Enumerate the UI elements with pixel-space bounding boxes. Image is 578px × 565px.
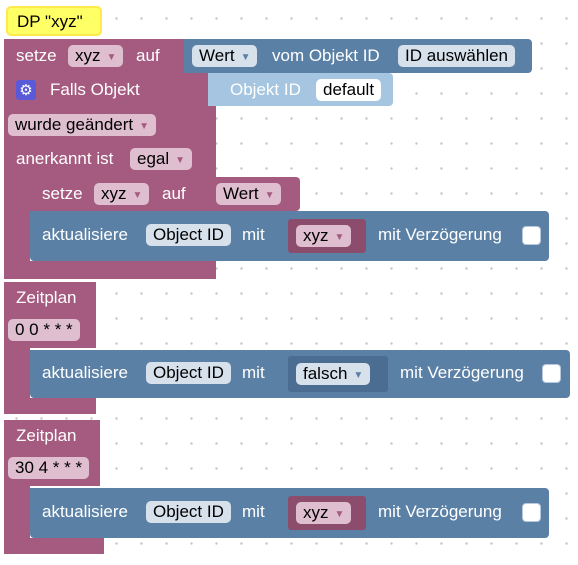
schedule2-footer	[4, 538, 104, 554]
auf-label: auf	[136, 46, 160, 65]
schedule1-footer	[4, 398, 96, 414]
update-block[interactable]: aktualisiere Object ID mit xyz ▼ mit Verz…	[30, 211, 549, 261]
auf-label: auf	[162, 184, 186, 203]
delay-checkbox[interactable]	[522, 226, 541, 245]
wert-dropdown[interactable]: Wert ▼	[192, 45, 258, 67]
ack-label: anerkannt ist	[16, 149, 114, 168]
schedule1-spine	[4, 348, 30, 404]
value-slot[interactable]: falsch ▼	[288, 356, 388, 392]
trigger-footer	[4, 261, 216, 279]
setze-block-top[interactable]: setze xyz ▼ auf	[4, 39, 192, 73]
wert-block[interactable]: Wert ▼	[200, 177, 300, 211]
var-dropdown[interactable]: xyz ▼	[94, 183, 150, 205]
value-dropdown[interactable]: xyz ▼	[296, 225, 352, 247]
comment-block[interactable]: DP "xyz"	[6, 6, 102, 36]
value-dropdown[interactable]: falsch ▼	[296, 363, 371, 385]
objekt-id-block[interactable]: Objekt ID default	[208, 73, 393, 106]
objekt-id-label: Objekt ID	[230, 80, 301, 99]
trigger-title: Falls Objekt	[50, 80, 140, 99]
update-block[interactable]: aktualisiere Object ID mit xyz ▼ mit Verz…	[30, 488, 549, 538]
delay-checkbox[interactable]	[522, 503, 541, 522]
comment-text: DP "xyz"	[17, 12, 83, 31]
wert-dropdown[interactable]: Wert ▼	[216, 183, 282, 205]
value-slot[interactable]: xyz ▼	[288, 496, 366, 530]
delay-label: mit Verzögerung	[400, 363, 524, 382]
schedule-title: Zeitplan	[16, 426, 77, 445]
setze-label: setze	[16, 46, 57, 65]
update-label: aktualisiere	[42, 225, 128, 244]
changed-dropdown[interactable]: wurde geändert ▼	[8, 114, 157, 136]
object-id-field[interactable]: Object ID	[146, 362, 231, 384]
update-label: aktualisiere	[42, 502, 128, 521]
schedule1-block[interactable]: Zeitplan 0 0 * * *	[4, 282, 96, 348]
trigger-body[interactable]: wurde geändert ▼ anerkannt ist egal ▼	[4, 107, 216, 181]
mit-label: mit	[242, 502, 265, 521]
object-id-field[interactable]: Object ID	[146, 224, 231, 246]
delay-checkbox[interactable]	[542, 364, 561, 383]
var-dropdown[interactable]: xyz ▼	[68, 45, 124, 67]
value-dropdown[interactable]: xyz ▼	[296, 502, 352, 524]
schedule2-spine	[4, 486, 30, 542]
trigger-header[interactable]: ⚙ Falls Objekt	[4, 73, 216, 107]
ack-dropdown[interactable]: egal ▼	[130, 148, 193, 170]
schedule-title: Zeitplan	[16, 288, 77, 307]
vom-objekt-label: vom Objekt ID	[272, 46, 380, 65]
id-select-field[interactable]: ID auswählen	[398, 45, 516, 67]
cron-field[interactable]: 0 0 * * *	[8, 319, 80, 341]
setze-label: setze	[42, 184, 83, 203]
update-block[interactable]: aktualisiere Object ID mit falsch ▼ mit V…	[30, 350, 570, 398]
trigger-spine	[4, 181, 30, 267]
update-label: aktualisiere	[42, 363, 128, 382]
cron-field[interactable]: 30 4 * * *	[8, 457, 90, 479]
gear-icon[interactable]: ⚙	[16, 80, 36, 100]
delay-label: mit Verzögerung	[378, 225, 502, 244]
schedule2-block[interactable]: Zeitplan 30 4 * * *	[4, 420, 100, 486]
mit-label: mit	[242, 363, 265, 382]
setze-block-inner[interactable]: setze xyz ▼ auf	[30, 177, 206, 211]
value-slot[interactable]: xyz ▼	[288, 219, 366, 253]
mit-label: mit	[242, 225, 265, 244]
delay-label: mit Verzögerung	[378, 502, 502, 521]
value-from-object-block[interactable]: Wert ▼ vom Objekt ID ID auswählen	[184, 39, 532, 73]
object-id-field[interactable]: Object ID	[146, 501, 231, 523]
objekt-id-value[interactable]: default	[316, 79, 382, 101]
